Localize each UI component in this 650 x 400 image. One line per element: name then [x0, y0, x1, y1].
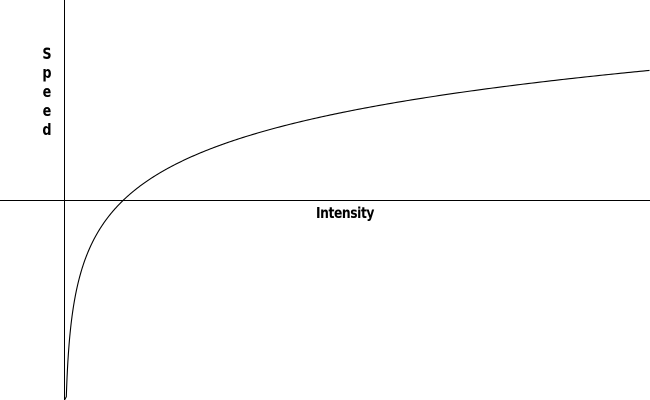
- speed-intensity-curve: [64, 69, 650, 400]
- y-axis-label-letter: p: [42, 63, 52, 82]
- y-axis-label-letter: S: [42, 44, 52, 63]
- x-axis-label: Intensity: [315, 204, 375, 222]
- y-axis-label-letter: e: [42, 82, 52, 101]
- y-axis-label-letter: e: [42, 101, 52, 120]
- y-axis-label-letter: d: [42, 120, 52, 139]
